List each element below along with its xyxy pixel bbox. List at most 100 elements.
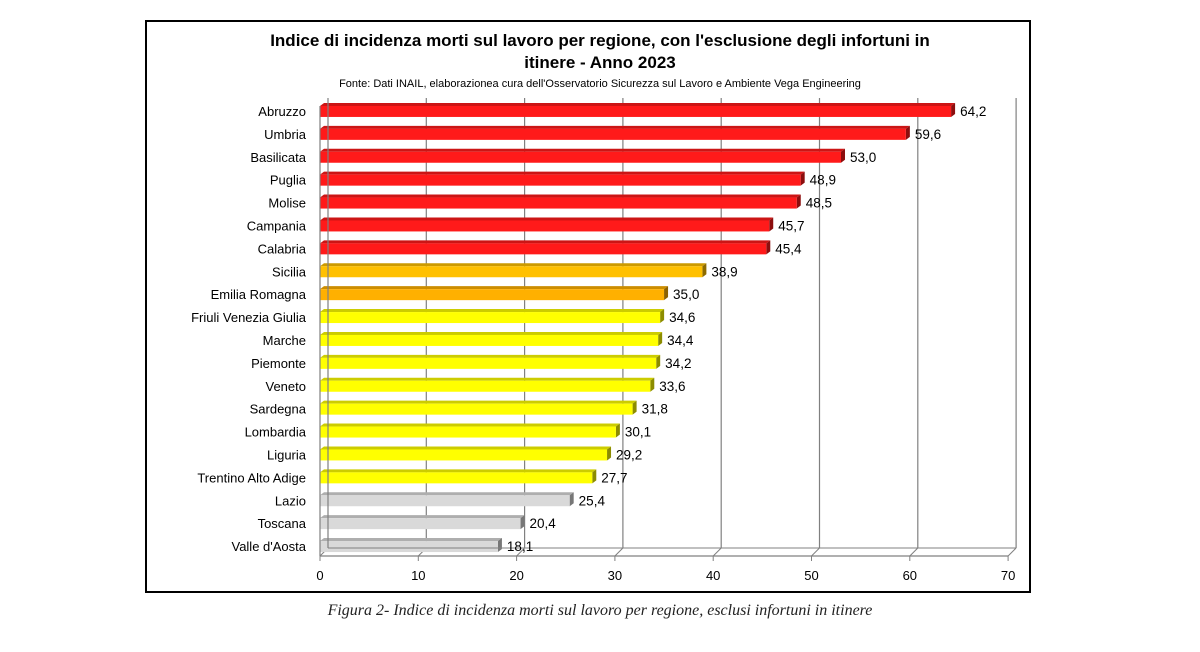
bar [320, 289, 665, 301]
bar [320, 334, 659, 346]
category-label: Lazio [275, 493, 306, 508]
bar-side [905, 125, 910, 140]
bar-side [840, 148, 845, 163]
data-label: 34,4 [667, 333, 694, 348]
category-label: Umbria [264, 127, 307, 142]
data-label: 59,6 [915, 127, 941, 142]
gridlines [319, 98, 1017, 557]
bar-side [664, 286, 669, 301]
bar-side [951, 102, 956, 117]
category-label: Friuli Venezia Giulia [191, 310, 307, 325]
labels: Abruzzo 64,2 Umbria 59,6 Basilicata 53,0 Pugli… [191, 104, 986, 554]
bar [320, 128, 906, 140]
bar [320, 403, 633, 415]
data-label: 20,4 [530, 516, 557, 531]
bar-side [569, 492, 574, 507]
bar-side [656, 354, 661, 369]
bar-top [320, 331, 663, 335]
category-label: Liguria [267, 447, 307, 462]
category-label: Campania [247, 218, 307, 233]
bar-top [320, 263, 707, 267]
bar-top [320, 469, 597, 473]
chart-title: Indice di incidenza morti sul lavoro per… [0, 30, 1200, 74]
bar [320, 518, 521, 530]
x-tick-label: 50 [804, 568, 818, 583]
bar-side [592, 469, 597, 484]
category-label: Sardegna [250, 402, 307, 417]
category-label: Valle d'Aosta [231, 539, 306, 554]
bar-top [320, 492, 574, 496]
bar-top [320, 148, 845, 152]
bar [320, 449, 608, 461]
category-label: Emilia Romagna [211, 287, 307, 302]
data-label: 45,7 [778, 218, 804, 233]
chart-title-line2: itinere - Anno 2023 [524, 53, 676, 72]
bar [320, 243, 767, 255]
category-label: Toscana [258, 516, 307, 531]
bar-top [320, 354, 661, 358]
data-label: 35,0 [673, 287, 699, 302]
bar-top [320, 194, 801, 198]
x-tick-label: 0 [316, 568, 323, 583]
chart-subtitle: Fonte: Dati INAIL, elaborazionea cura de… [339, 78, 861, 90]
x-tick-label: 70 [1001, 568, 1015, 583]
category-label: Basilicata [250, 150, 306, 165]
floor-tick [909, 547, 919, 557]
bar-top [320, 423, 620, 427]
x-tick-label: 10 [411, 568, 425, 583]
bar-side [497, 538, 502, 553]
bar [320, 220, 770, 232]
data-label: 34,6 [669, 310, 695, 325]
x-tick-label: 60 [903, 568, 917, 583]
bar [320, 266, 703, 278]
data-label: 48,5 [806, 196, 832, 211]
axes: 0 10 20 30 40 50 60 70 [316, 98, 1017, 583]
bar-top [320, 240, 771, 244]
bar [320, 174, 801, 186]
bar-top [320, 217, 774, 221]
category-label: Calabria [258, 241, 307, 256]
bar-top [320, 102, 956, 106]
category-label: Puglia [270, 173, 307, 188]
bar-side [615, 423, 620, 438]
figure-caption: Figura 2- Indice di incidenza morti sul … [327, 602, 873, 619]
bar-side [520, 515, 525, 530]
bar-top [320, 309, 665, 313]
bar-top [320, 125, 910, 129]
category-label: Abruzzo [258, 104, 306, 119]
bar-top [320, 515, 525, 519]
bar [320, 495, 570, 507]
floor-tick [516, 547, 525, 557]
data-label: 38,9 [711, 264, 737, 279]
bar-top [320, 377, 655, 381]
bar [320, 357, 657, 369]
bar-side [650, 377, 655, 392]
data-label: 30,1 [625, 425, 651, 440]
data-label: 29,2 [616, 447, 642, 462]
x-tick-label: 30 [608, 568, 622, 583]
bar [320, 151, 841, 163]
bar-top [320, 538, 502, 542]
data-label: 33,6 [659, 379, 685, 394]
floor-tick [1007, 547, 1017, 557]
bar-side [607, 446, 612, 461]
data-label: 45,4 [775, 241, 802, 256]
bar-side [702, 263, 707, 278]
data-label: 53,0 [850, 150, 876, 165]
bar-side [769, 217, 774, 232]
bar [320, 105, 952, 117]
bar-top [320, 400, 637, 404]
bar-side [660, 309, 665, 324]
category-label: Piemonte [251, 356, 306, 371]
category-label: Molise [268, 196, 306, 211]
bar-top [320, 446, 612, 450]
data-label: 18,1 [507, 539, 533, 554]
floor-tick [712, 547, 722, 557]
category-label: Sicilia [272, 264, 307, 279]
data-label: 27,7 [601, 470, 627, 485]
floor-tick [811, 547, 820, 557]
bar-top [320, 286, 669, 290]
bars [320, 102, 956, 553]
x-tick-label: 40 [706, 568, 720, 583]
